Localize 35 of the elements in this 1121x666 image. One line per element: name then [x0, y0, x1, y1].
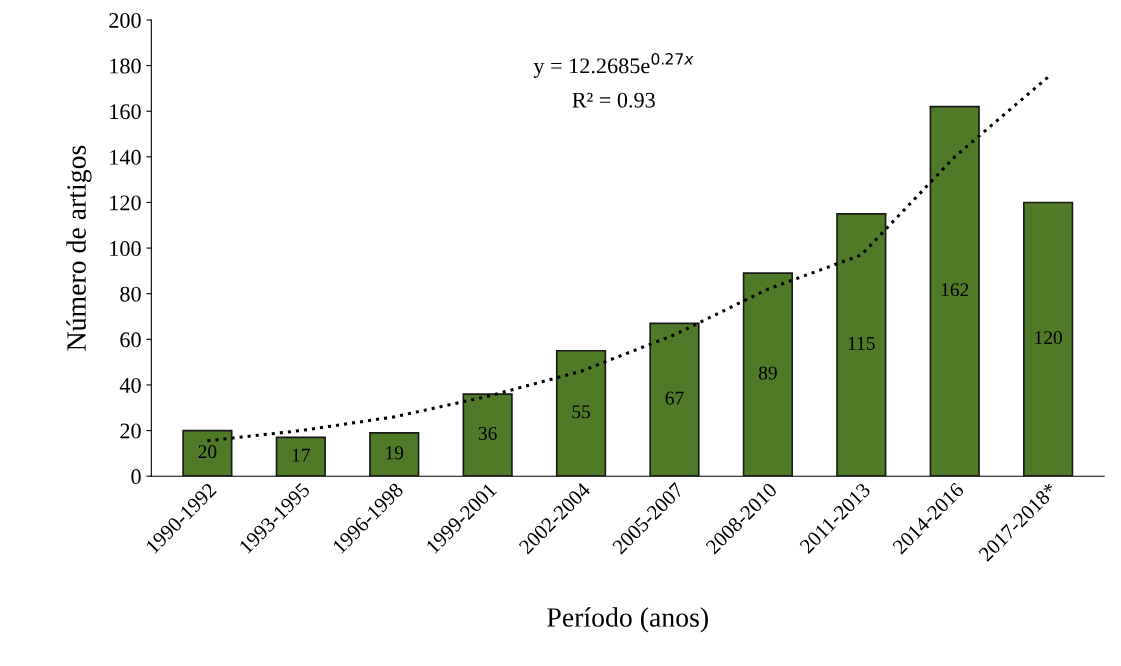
x-axis-title: Período (anos): [547, 607, 708, 633]
y-tick-label: 100: [110, 241, 141, 257]
bar: [836, 213, 887, 477]
bar: [929, 105, 980, 477]
data-label: 17: [292, 448, 310, 462]
data-label: 115: [848, 336, 875, 350]
y-axis-title: Número de artigos: [66, 145, 92, 351]
data-label: 20: [198, 445, 217, 459]
bar: [649, 322, 700, 477]
bar: [462, 393, 513, 477]
y-tick-label: 160: [110, 104, 141, 120]
data-label: 89: [758, 366, 777, 380]
bar: [742, 272, 794, 477]
data-label: 36: [478, 426, 497, 440]
annotation: y = 12.2685e$^{0.27x}$: [533, 53, 694, 78]
data-label: 120: [1035, 331, 1062, 345]
annotation: R² = 0.93: [572, 92, 655, 108]
y-tick-label: 200: [109, 12, 141, 28]
data-label: 162: [941, 283, 969, 297]
data-label: 55: [572, 405, 591, 419]
y-tick-label: 40: [119, 377, 141, 393]
y-tick-label: 80: [120, 286, 141, 302]
y-tick-label: 120: [110, 195, 141, 211]
data-label: 67: [665, 391, 684, 405]
y-tick-label: 60: [120, 332, 141, 348]
bar: [555, 349, 607, 477]
y-tick-label: 0: [131, 469, 141, 485]
y-tick-label: 140: [110, 149, 141, 165]
y-tick-label: 180: [110, 58, 141, 74]
bar: [275, 436, 326, 477]
y-tick-label: 20: [120, 423, 141, 439]
bar: [1023, 201, 1074, 477]
bar: [369, 432, 420, 477]
data-label: 19: [386, 446, 404, 460]
bar: [182, 429, 233, 477]
